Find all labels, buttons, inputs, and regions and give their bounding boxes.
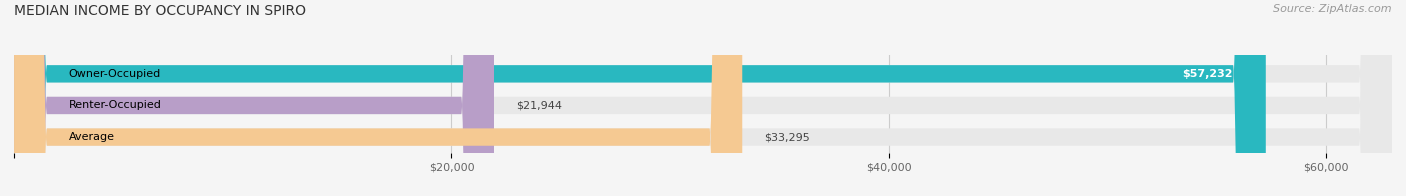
Text: $33,295: $33,295	[763, 132, 810, 142]
FancyBboxPatch shape	[14, 0, 1392, 196]
Text: Average: Average	[69, 132, 115, 142]
FancyBboxPatch shape	[14, 0, 1392, 196]
FancyBboxPatch shape	[14, 0, 494, 196]
Text: Renter-Occupied: Renter-Occupied	[69, 101, 162, 111]
FancyBboxPatch shape	[14, 0, 742, 196]
FancyBboxPatch shape	[14, 0, 1265, 196]
Text: $21,944: $21,944	[516, 101, 562, 111]
Text: Source: ZipAtlas.com: Source: ZipAtlas.com	[1274, 4, 1392, 14]
FancyBboxPatch shape	[14, 0, 1392, 196]
Text: MEDIAN INCOME BY OCCUPANCY IN SPIRO: MEDIAN INCOME BY OCCUPANCY IN SPIRO	[14, 4, 307, 18]
Text: Owner-Occupied: Owner-Occupied	[69, 69, 162, 79]
Text: $57,232: $57,232	[1182, 69, 1233, 79]
